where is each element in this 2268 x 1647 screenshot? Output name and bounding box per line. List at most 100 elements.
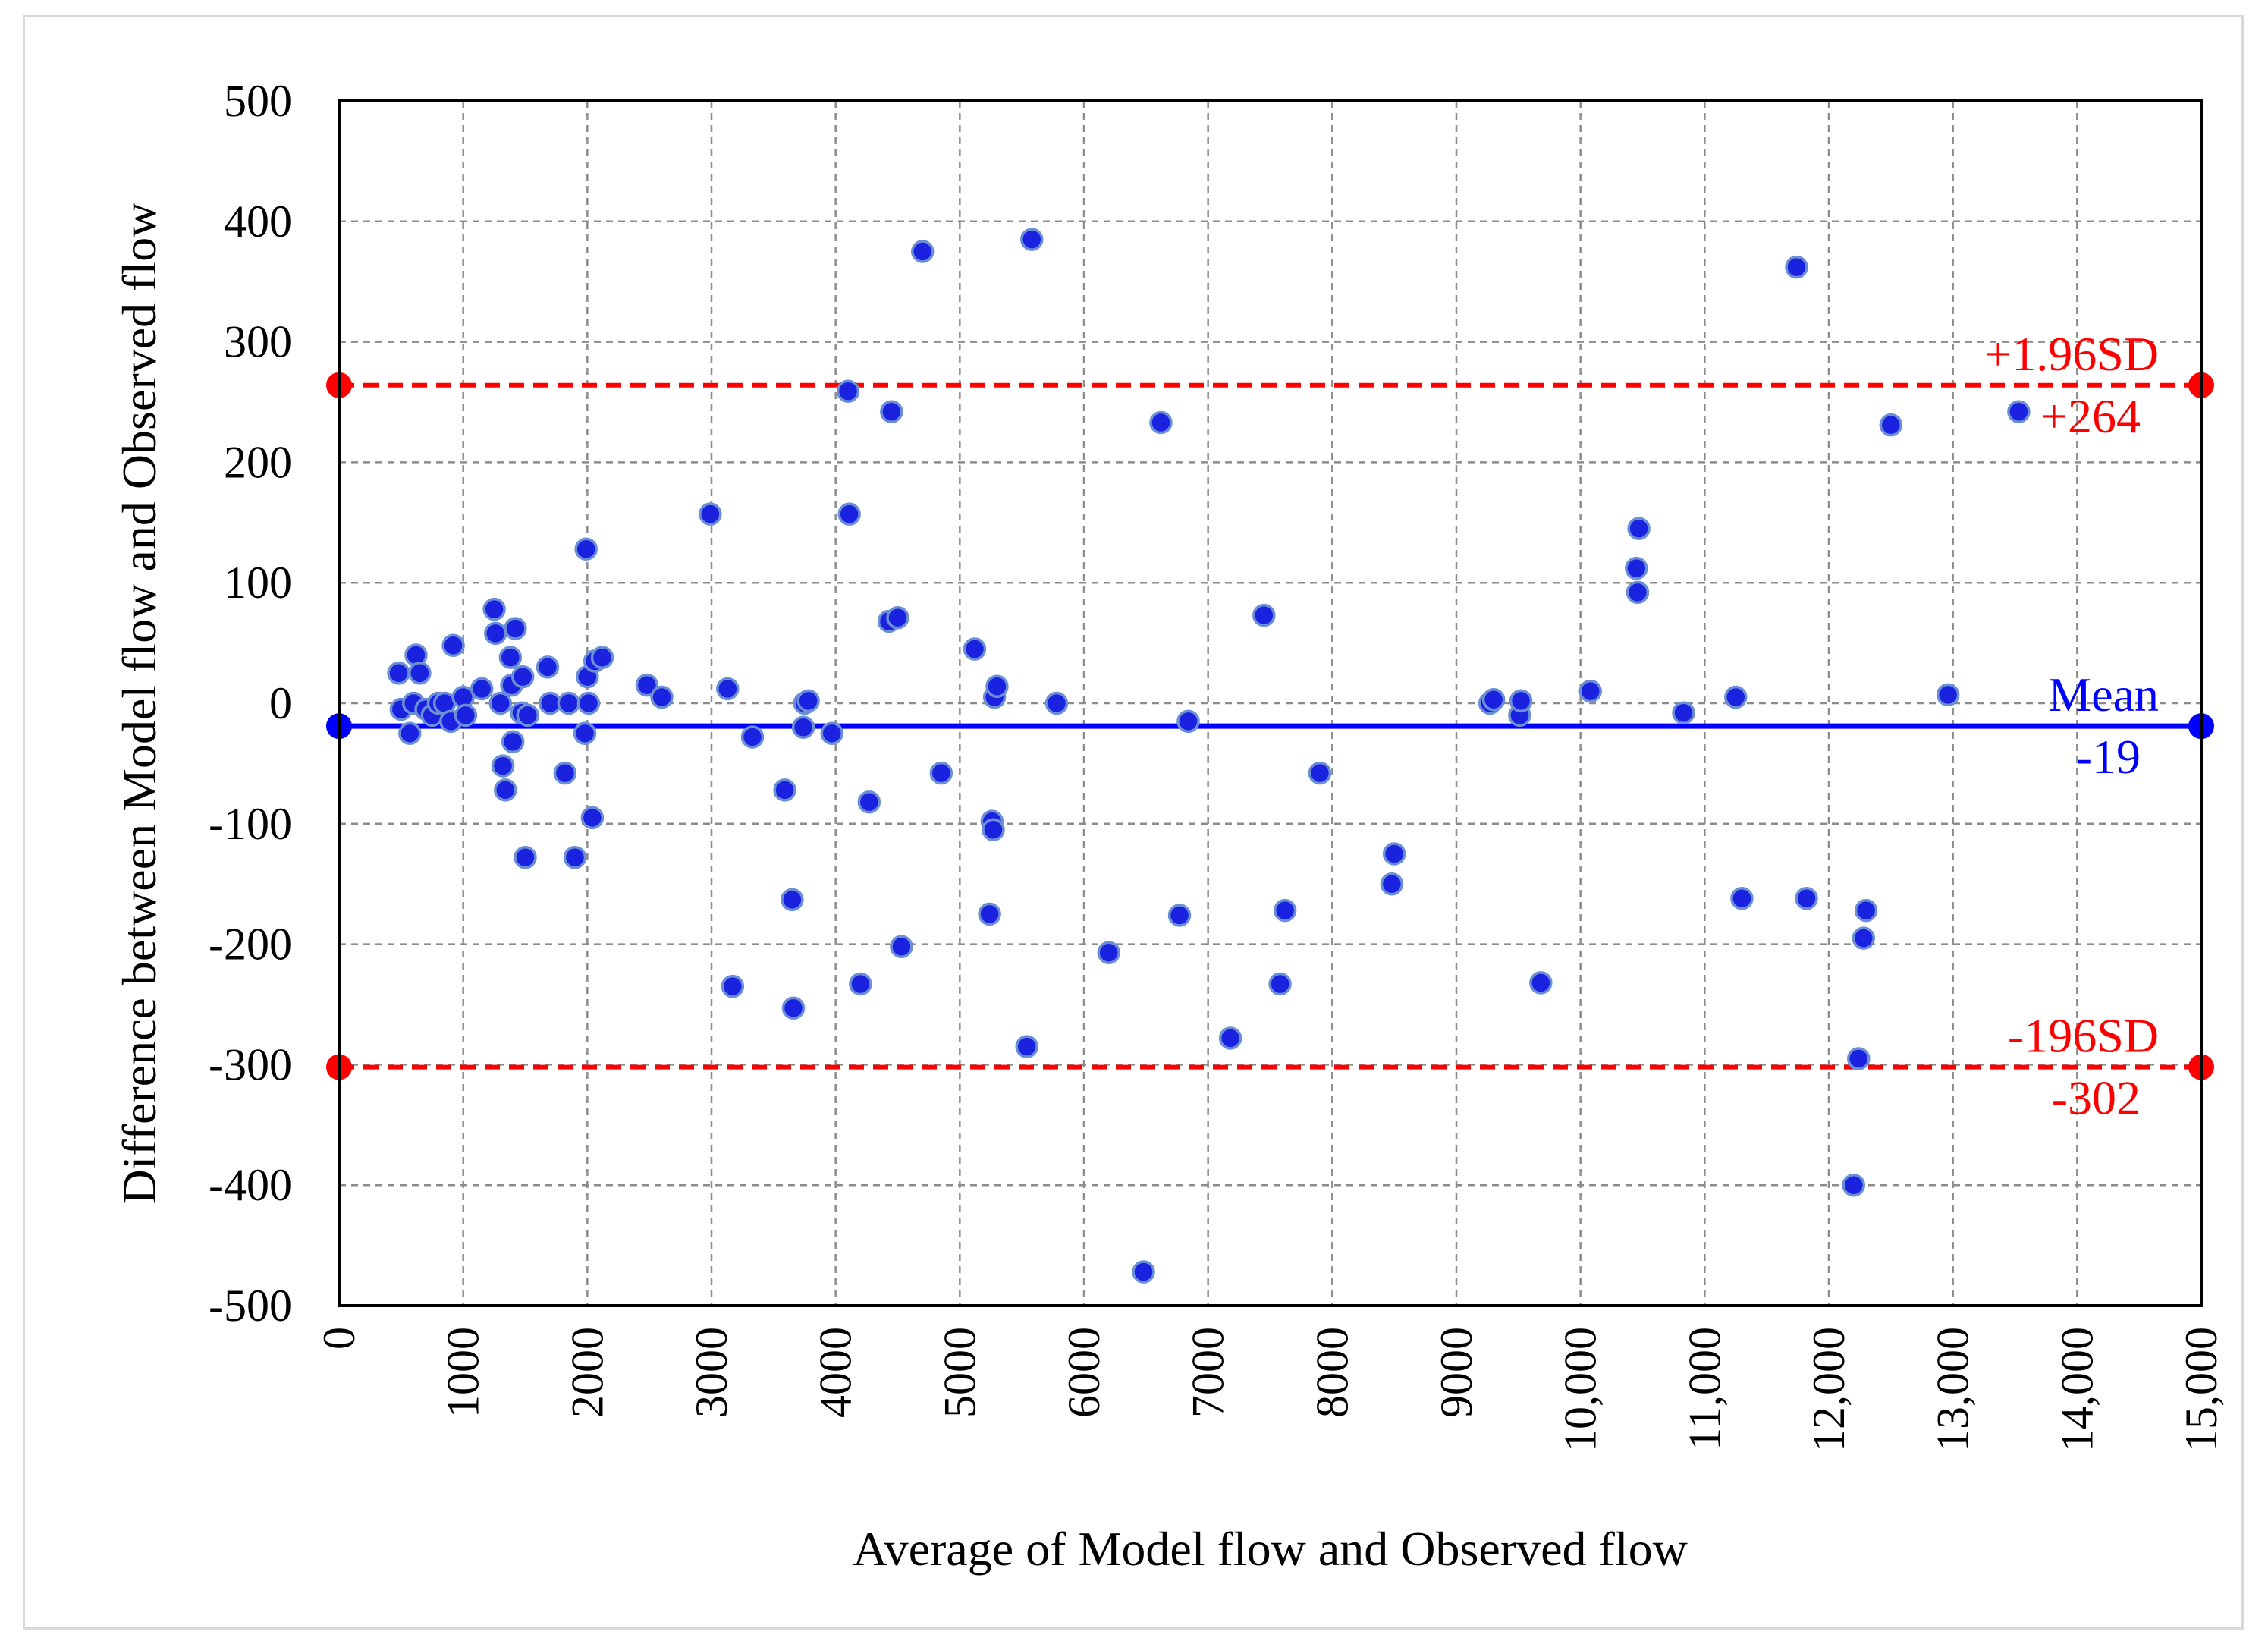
- data-point: [1847, 1047, 1871, 1070]
- data-point: [791, 715, 815, 740]
- data-point: [408, 662, 432, 685]
- data-point: [849, 972, 872, 996]
- data-point: [483, 621, 507, 646]
- data-point: [470, 677, 494, 701]
- x-tick-label: 1000: [438, 1327, 488, 1418]
- reference-lines: [326, 372, 2214, 1080]
- data-point: [580, 806, 605, 830]
- data-point: [574, 537, 598, 561]
- x-tick-label: 2000: [562, 1327, 612, 1418]
- data-point: [886, 606, 909, 630]
- data-point: [699, 502, 722, 526]
- data-point: [1672, 701, 1695, 724]
- data-points: [387, 228, 2031, 1284]
- y-tick-label: -100: [209, 799, 292, 849]
- y-tick-label: -200: [209, 919, 292, 970]
- data-point: [796, 689, 820, 713]
- data-point: [820, 721, 844, 745]
- data-point: [454, 703, 478, 728]
- data-point: [880, 400, 903, 423]
- data-point: [1626, 580, 1650, 605]
- data-point: [1627, 517, 1651, 540]
- data-point: [501, 730, 525, 754]
- data-point: [1625, 556, 1648, 580]
- data-point: [773, 778, 796, 802]
- data-point: [441, 633, 465, 658]
- data-point: [1795, 887, 1818, 910]
- x-tick-label: 5000: [935, 1327, 985, 1418]
- x-tick-label: 15,000: [2176, 1327, 2226, 1452]
- data-point: [1730, 887, 1754, 910]
- data-point: [1044, 691, 1069, 715]
- data-point: [1509, 689, 1533, 713]
- data-point: [740, 725, 765, 749]
- y-tick-label: 100: [224, 558, 292, 608]
- x-tick-label: 14,000: [2052, 1327, 2102, 1452]
- data-point: [387, 662, 410, 685]
- data-point: [1308, 761, 1332, 785]
- data-point: [929, 761, 953, 785]
- data-point: [482, 597, 506, 621]
- x-tick-label: 3000: [686, 1327, 737, 1418]
- data-point: [504, 617, 527, 640]
- data-point: [1578, 679, 1603, 703]
- data-point: [985, 674, 1009, 699]
- data-point: [1167, 904, 1192, 927]
- data-point: [716, 677, 740, 701]
- x-tick-label: 4000: [811, 1327, 861, 1418]
- chart-frame: [23, 15, 2244, 1630]
- data-point: [1218, 1026, 1242, 1050]
- data-point: [1268, 972, 1292, 996]
- x-tick-label: 6000: [1059, 1327, 1109, 1418]
- y-tick-label: 200: [224, 437, 292, 487]
- data-point: [576, 691, 601, 715]
- data-point: [491, 754, 515, 778]
- data-point: [398, 721, 422, 745]
- data-point: [857, 790, 881, 814]
- data-point: [963, 637, 987, 661]
- data-point: [557, 691, 581, 715]
- data-point: [498, 646, 523, 669]
- data-point: [1785, 255, 1808, 279]
- data-point: [494, 778, 517, 802]
- x-tick-labels: 0 1000 2000 3000 4000 5000 6000 7000 8000 9000 10,…: [314, 1327, 2226, 1452]
- x-tick-label: 0: [314, 1327, 364, 1350]
- lower-limit-value-label: -302: [2052, 1071, 2141, 1125]
- y-tick-label: 0: [269, 678, 292, 728]
- data-point: [1273, 898, 1297, 923]
- data-point: [1097, 941, 1120, 964]
- data-point: [553, 761, 577, 785]
- upper-limit-label: +1.96SD: [1984, 327, 2159, 381]
- data-point: [1015, 1035, 1038, 1058]
- data-point: [1852, 926, 1876, 950]
- y-tick-label: 400: [224, 196, 292, 247]
- x-tick-label: 10,000: [1556, 1327, 1606, 1452]
- data-point: [1842, 1173, 1865, 1197]
- data-point: [2007, 400, 2031, 423]
- plot-area-border: [338, 99, 2203, 1307]
- data-point: [1252, 603, 1276, 627]
- data-point: [1529, 971, 1553, 995]
- y-tick-label: -300: [209, 1039, 292, 1089]
- data-point: [516, 703, 540, 728]
- x-tick-label: 8000: [1307, 1327, 1357, 1418]
- data-point: [514, 846, 537, 869]
- data-point: [781, 996, 806, 1020]
- y-tick-label: -500: [209, 1281, 292, 1331]
- data-point: [837, 502, 861, 526]
- y-tick-label: 500: [224, 76, 292, 126]
- y-tick-label: 300: [224, 317, 292, 367]
- x-tick-label: 9000: [1431, 1327, 1481, 1418]
- data-point: [890, 935, 913, 959]
- data-point: [635, 673, 659, 697]
- data-point: [1481, 687, 1506, 712]
- data-point: [1879, 413, 1903, 437]
- mean-value-label: -19: [2076, 730, 2141, 784]
- data-point: [836, 379, 860, 403]
- data-point: [1854, 898, 1878, 923]
- gridlines: [339, 101, 2201, 1306]
- data-point: [510, 665, 535, 689]
- data-point: [488, 691, 513, 715]
- lower-limit-label: -196SD: [2008, 1009, 2159, 1063]
- x-axis-title: Average of Model flow and Observed flow: [853, 1522, 1688, 1576]
